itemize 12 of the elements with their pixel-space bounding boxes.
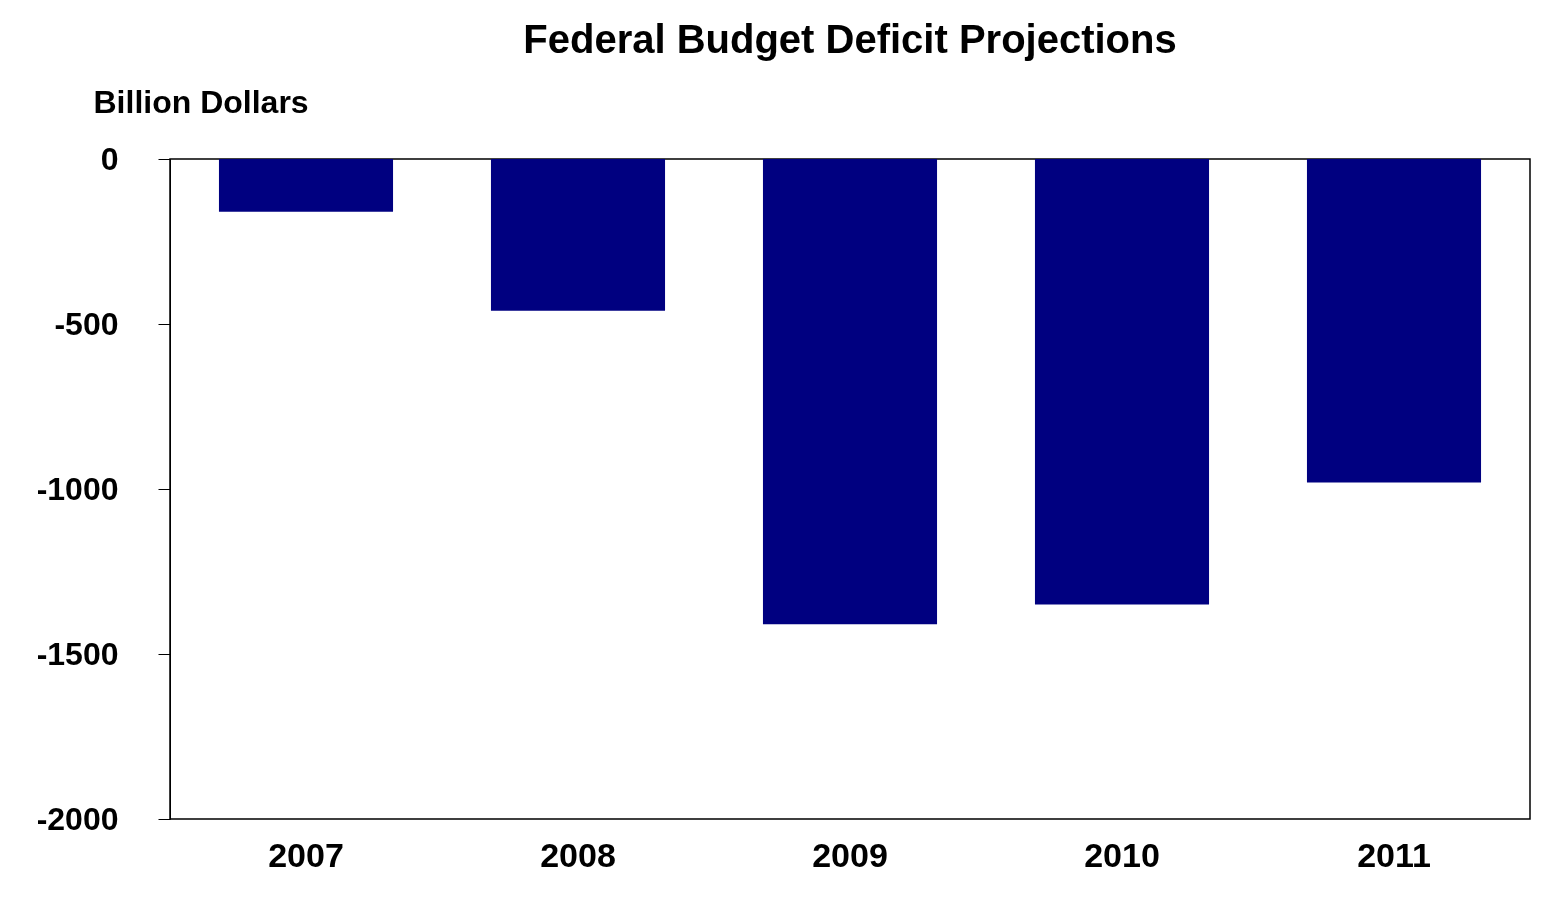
y-axis-title: Billion Dollars xyxy=(93,83,309,120)
x-tick-label: 2009 xyxy=(812,835,888,874)
x-tick-label: 2007 xyxy=(268,835,344,874)
y-tick-label: -1500 xyxy=(36,635,119,672)
chart-title: Federal Budget Deficit Projections xyxy=(523,17,1177,61)
y-tick-label: -1000 xyxy=(36,470,119,507)
x-tick-label: 2010 xyxy=(1084,835,1160,874)
x-tick-label: 2011 xyxy=(1357,835,1431,874)
y-tick-label: 0 xyxy=(100,140,119,177)
y-tick-label: -2000 xyxy=(36,800,119,837)
x-tick-label: 2008 xyxy=(540,835,616,874)
y-tick-label: -500 xyxy=(54,305,119,342)
